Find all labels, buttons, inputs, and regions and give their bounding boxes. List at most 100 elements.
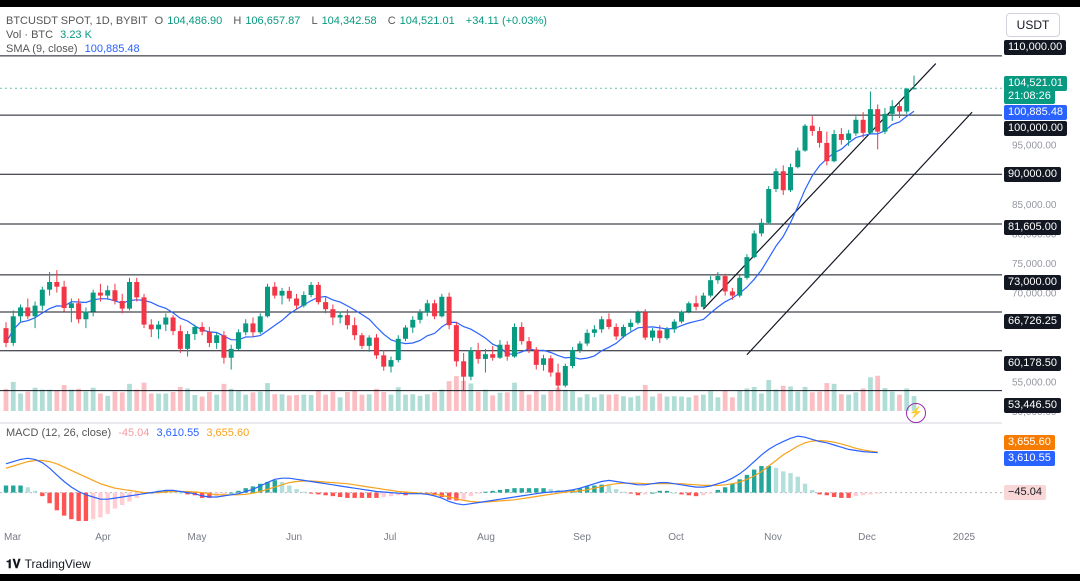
candle-body: [744, 257, 750, 278]
price-chart[interactable]: 95,000.0085,000.0080,000.0075,000.0070,0…: [0, 7, 1080, 574]
macd-histogram-bar: [650, 492, 655, 494]
candle: [308, 281, 314, 298]
close-number: 104,521.01: [399, 15, 455, 27]
volume-bar: [221, 383, 227, 411]
candle-body: [649, 330, 655, 338]
volume-bar: [715, 397, 721, 411]
volume-bar: [439, 389, 445, 411]
candle: [76, 298, 82, 324]
macd-histogram-bar: [98, 492, 103, 518]
volume-bar: [504, 392, 510, 411]
candle: [257, 313, 263, 335]
candle-body: [61, 286, 67, 309]
candle: [642, 309, 648, 340]
candle-body: [511, 326, 517, 357]
axis-tick-label: 55,000.00: [1012, 377, 1057, 388]
volume-bar: [323, 394, 329, 411]
candle-body: [758, 222, 764, 234]
change-value: +34.11 (+0.03%): [465, 15, 547, 27]
channel-upper-line: [702, 63, 937, 310]
candle-body: [39, 289, 45, 306]
macd-histogram-bar: [454, 492, 459, 501]
currency-button[interactable]: USDT: [1006, 13, 1060, 37]
candle: [497, 339, 503, 359]
lightning-icon[interactable]: ⚡: [906, 403, 926, 423]
macd-histogram-bar: [32, 490, 38, 493]
candle: [403, 325, 409, 342]
volume-bar: [642, 385, 648, 411]
candle: [729, 287, 735, 300]
macd-histogram-bar: [178, 492, 183, 494]
candle: [279, 287, 285, 305]
macd-histogram-bar: [374, 492, 379, 498]
candle: [671, 319, 677, 333]
volume-bar: [395, 387, 401, 411]
macd-legend[interactable]: MACD (12, 26, close) -45.04 3,610.55 3,6…: [6, 427, 253, 439]
macd-histogram-bar: [744, 474, 750, 493]
volume-legend[interactable]: Vol · BTC 3.23 K: [6, 29, 96, 41]
macd-histogram-bar: [730, 483, 735, 493]
volume-bar: [897, 394, 902, 411]
candle: [766, 186, 772, 225]
volume-bar: [424, 394, 430, 411]
candle: [911, 75, 917, 90]
candle-body: [235, 332, 241, 349]
candle: [875, 104, 881, 150]
volume-label: Vol · BTC: [6, 29, 54, 41]
countdown-tag: 21:08:26: [1004, 89, 1055, 104]
macd-histogram-bar: [3, 485, 9, 493]
macd-histogram-bar: [112, 492, 118, 509]
macd-histogram-bar: [846, 492, 851, 498]
volume-bar: [468, 383, 474, 411]
macd-histogram-bar: [396, 492, 401, 496]
level-tag-90000: 90,000.00: [1004, 167, 1061, 182]
candle-body: [257, 316, 263, 333]
candle: [18, 304, 24, 323]
candle: [715, 271, 721, 284]
macd-histogram-bar: [323, 492, 328, 496]
candles: [3, 75, 917, 391]
volume-bar: [352, 390, 358, 411]
candle-body: [606, 319, 612, 327]
volume-bar: [555, 387, 561, 411]
candle: [708, 276, 714, 298]
candle-body: [279, 290, 285, 296]
volume-bar: [315, 390, 321, 411]
candle: [424, 299, 430, 317]
volume-bar: [403, 394, 408, 411]
candle-body: [417, 312, 423, 320]
volume-bar: [39, 389, 45, 411]
candle-body: [584, 332, 590, 344]
candle-body: [490, 354, 496, 358]
level-tag-73000: 73,000.00: [1004, 275, 1061, 290]
signal-tag: 3,655.60: [1004, 435, 1055, 450]
macd-histogram-bar: [810, 489, 815, 493]
candle: [366, 335, 372, 352]
candle: [490, 345, 496, 361]
open-number: 104,486.90: [167, 15, 223, 27]
volume-bar: [570, 391, 575, 411]
macd-histogram-bar: [228, 492, 234, 494]
volume-bar: [533, 390, 539, 411]
volume-bar: [250, 392, 256, 411]
level-tag-110000: 110,000.00: [1004, 40, 1067, 55]
macd-histogram-bar: [221, 492, 227, 495]
candle: [388, 356, 394, 373]
candle: [301, 291, 307, 308]
volume-bar: [635, 395, 641, 411]
candle-body: [780, 171, 786, 191]
volume-bar: [417, 395, 423, 411]
volume-bar: [214, 394, 220, 411]
symbol-legend[interactable]: BTCUSDT SPOT, 1D, BYBIT O 104,486.90 H 106…: [6, 15, 551, 27]
sma-legend[interactable]: SMA (9, close) 100,885.48: [6, 43, 144, 55]
volume-bar: [83, 391, 89, 411]
level-tag-53446: 53,446.50: [1004, 398, 1061, 413]
candle: [788, 163, 794, 193]
candle: [199, 322, 205, 336]
candle: [417, 309, 423, 324]
candle-body: [642, 312, 648, 338]
candle: [134, 277, 140, 302]
volume-bar: [119, 392, 125, 411]
tradingview-logo[interactable]: 𝟏𝐕 TradingView: [6, 557, 91, 572]
candle: [511, 323, 517, 358]
